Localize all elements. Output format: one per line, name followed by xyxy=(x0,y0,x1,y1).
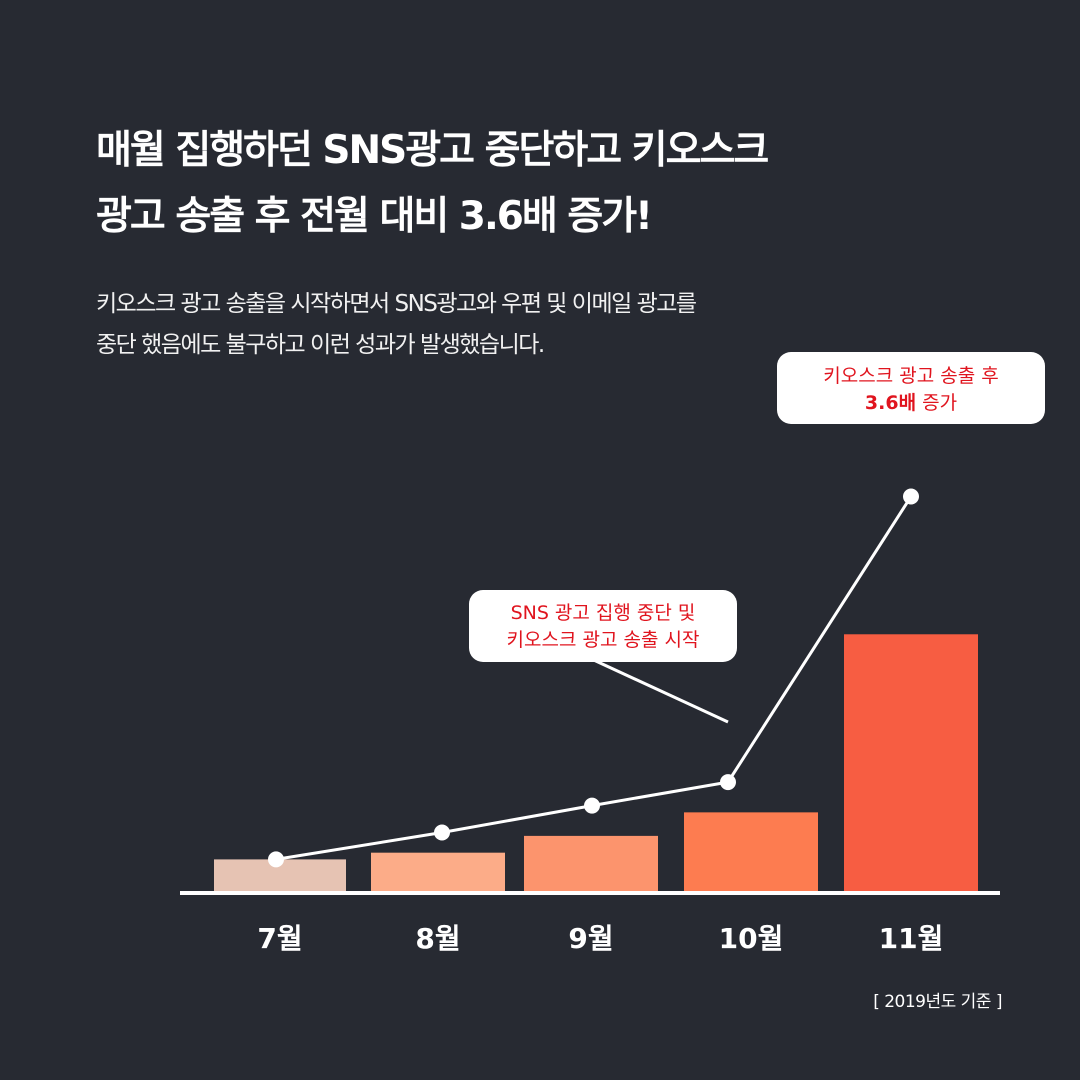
headline: 매월 집행하던 SNS광고 중단하고 키오스크 광고 송출 후 전월 대비 3.… xyxy=(96,118,996,250)
callout-result-box xyxy=(777,352,1045,424)
bar-5 xyxy=(844,634,978,893)
trend-point-1 xyxy=(268,851,284,868)
x-label-5: 11월 xyxy=(879,922,944,955)
headline-line-2: 광고 송출 후 전월 대비 3.6배 증가! xyxy=(96,194,653,239)
callout-result: 키오스크 광고 송출 후 3.6배 증가 xyxy=(777,352,1045,424)
callout-start-line-1: SNS 광고 집행 중단 및 xyxy=(511,602,696,624)
bars-layer xyxy=(214,634,978,893)
trend-line-layer xyxy=(268,488,919,868)
callout-start-line-2: 키오스크 광고 송출 시작 xyxy=(507,629,700,651)
callout-start: SNS 광고 집행 중단 및 키오스크 광고 송출 시작 xyxy=(469,590,737,662)
trend-point-5 xyxy=(903,488,919,505)
x-label-2: 8월 xyxy=(415,922,460,955)
description-line-1: 키오스크 광고 송출을 시작하면서 SNS광고와 우편 및 이메일 광고를 xyxy=(96,291,697,317)
x-label-3: 9월 xyxy=(568,922,613,955)
source-note: [ 2019년도 기준 ] xyxy=(873,992,1002,1012)
bar-3 xyxy=(524,835,658,893)
x-label-1: 7월 xyxy=(257,922,302,955)
callout-result-emphasis: 3.6배 xyxy=(865,392,916,414)
callout-result-line-1: 키오스크 광고 송출 후 xyxy=(823,365,998,387)
x-label-4: 10월 xyxy=(719,922,784,955)
trend-point-3 xyxy=(584,797,600,814)
headline-line-1: 매월 집행하던 SNS광고 중단하고 키오스크 xyxy=(96,128,769,173)
bar-4 xyxy=(684,812,818,893)
callout-result-line-2: 3.6배 증가 xyxy=(865,392,957,414)
description-line-2: 중단 했음에도 불구하고 이런 성과가 발생했습니다. xyxy=(96,332,545,358)
bar-2 xyxy=(371,852,505,893)
callout-start-box xyxy=(469,590,737,662)
x-axis-labels: 7월 8월 9월 10월 11월 xyxy=(257,922,943,955)
trend-point-2 xyxy=(434,824,450,841)
description: 키오스크 광고 송출을 시작하면서 SNS광고와 우편 및 이메일 광고를 중단… xyxy=(96,284,916,366)
trend-point-4 xyxy=(720,774,736,791)
callout-result-rest: 증가 xyxy=(916,392,957,414)
